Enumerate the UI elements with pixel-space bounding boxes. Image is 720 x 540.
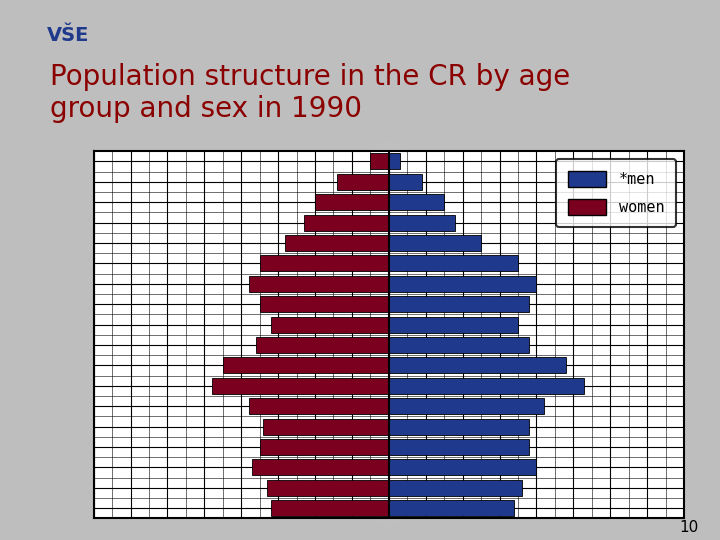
Polygon shape (94, 140, 684, 529)
Bar (256, 337, 389, 353)
Bar (389, 460, 536, 475)
Text: Population structure in the CR by age
group and sex in 1990: Population structure in the CR by age gr… (50, 63, 571, 123)
Bar (389, 235, 481, 251)
Bar (264, 418, 389, 435)
Bar (248, 398, 389, 414)
Bar (315, 194, 389, 210)
Bar (222, 357, 389, 373)
Text: 10: 10 (679, 519, 698, 535)
Bar (389, 316, 518, 333)
Bar (248, 276, 389, 292)
Bar (389, 214, 455, 231)
Bar (389, 255, 518, 272)
Bar (389, 276, 536, 292)
Bar (252, 460, 389, 475)
Bar (267, 480, 389, 496)
Bar (389, 194, 444, 210)
Bar (260, 439, 389, 455)
Bar (389, 500, 514, 516)
Bar (389, 398, 544, 414)
Bar (389, 378, 585, 394)
Bar (285, 235, 389, 251)
Bar (260, 255, 389, 272)
Bar (389, 174, 422, 190)
Bar (389, 439, 529, 455)
Bar (389, 480, 521, 496)
Bar (271, 316, 389, 333)
Bar (389, 296, 529, 312)
Bar (389, 153, 400, 170)
Bar (212, 378, 389, 394)
Text: VŠE: VŠE (48, 25, 89, 45)
Bar (370, 153, 389, 170)
Bar (337, 174, 389, 190)
Bar (389, 337, 529, 353)
Bar (271, 500, 389, 516)
Bar (389, 418, 529, 435)
Bar (260, 296, 389, 312)
Legend: *men, women: *men, women (556, 159, 676, 227)
Bar (304, 214, 389, 231)
Bar (389, 357, 566, 373)
